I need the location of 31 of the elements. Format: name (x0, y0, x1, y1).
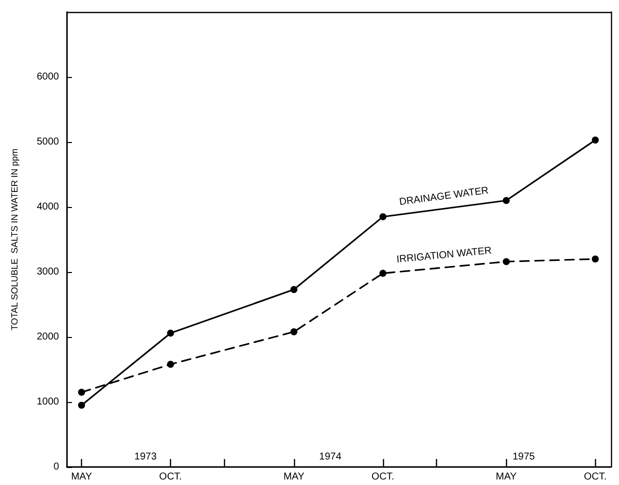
y-tick-label: 5000 (36, 136, 60, 148)
y-tick-label: 2000 (36, 332, 60, 342)
text: DRAINAGE WATER (398, 185, 490, 208)
y-tick-label: 4000 (36, 202, 60, 212)
x-tick-label: MAY (71, 472, 92, 482)
point (379, 270, 386, 277)
y-tick-label: 0 (53, 462, 60, 472)
x-tick-label: MAY (496, 472, 518, 482)
point (502, 258, 510, 266)
y-axis-title: TOTAL SOLUBLE SALTS IN WATER IN ppm (10, 148, 20, 330)
text: IRRIGATION WATER (396, 246, 492, 266)
x-tick-label: MAY (283, 472, 305, 482)
x-tick-label: OCT. (372, 472, 394, 482)
y-tick-label: 6000 (36, 72, 60, 82)
point (592, 136, 599, 144)
y-tick-label: 3000 (36, 266, 60, 278)
point (290, 286, 298, 294)
point (290, 328, 298, 336)
annotation: 1975 (512, 452, 536, 462)
point (167, 330, 174, 337)
y-tick-label: 1000 (36, 396, 60, 408)
x-tick-label: OCT. (584, 472, 607, 482)
annotation: 1973 (134, 452, 158, 462)
point (78, 388, 86, 396)
x-tick-label: OCT. (159, 472, 182, 482)
point (78, 402, 86, 409)
point (379, 213, 386, 220)
point (592, 256, 599, 262)
annotation: 1974 (319, 452, 342, 462)
point (167, 360, 174, 368)
point (502, 197, 510, 204)
